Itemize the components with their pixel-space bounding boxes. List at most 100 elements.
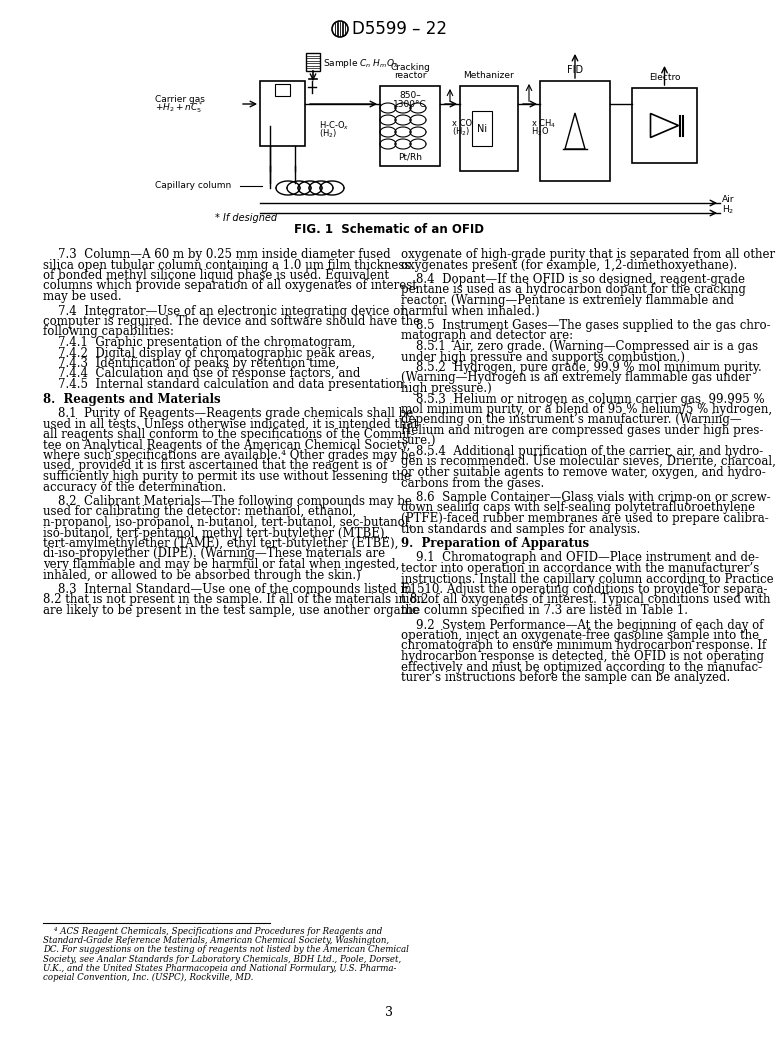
Bar bbox=[540, 81, 610, 181]
Text: 8.5  Instrument Gases—The gases supplied to the gas chro-: 8.5 Instrument Gases—The gases supplied … bbox=[401, 319, 771, 332]
Text: where such specifications are available.⁴ Other grades may be: where such specifications are available.… bbox=[43, 449, 415, 462]
Text: tion standards and samples for analysis.: tion standards and samples for analysis. bbox=[401, 523, 640, 535]
Text: (H$_2$): (H$_2$) bbox=[452, 125, 470, 137]
Text: 7.3  Column—A 60 m by 0.25 mm inside diameter fused: 7.3 Column—A 60 m by 0.25 mm inside diam… bbox=[43, 248, 391, 261]
Text: all reagents shall conform to the specifications of the Commit-: all reagents shall conform to the specif… bbox=[43, 428, 415, 441]
Text: tector into operation in accordance with the manufacturer’s: tector into operation in accordance with… bbox=[401, 562, 759, 575]
Text: tion of all oxygenates of interest. Typical conditions used with: tion of all oxygenates of interest. Typi… bbox=[401, 593, 770, 607]
Text: 7.4.3  Identification of peaks by retention time,: 7.4.3 Identification of peaks by retenti… bbox=[43, 357, 339, 370]
Text: 7.4.4  Calculation and use of response factors, and: 7.4.4 Calculation and use of response fa… bbox=[43, 367, 360, 381]
Text: tert-amylmethylether (TAME), ethyl tert-butylether (ETBE),: tert-amylmethylether (TAME), ethyl tert-… bbox=[43, 537, 398, 550]
Bar bbox=[472, 111, 492, 146]
Bar bbox=[260, 81, 305, 146]
Text: 8.5.2  Hydrogen, pure grade, 99.9 % mol minimum purity.: 8.5.2 Hydrogen, pure grade, 99.9 % mol m… bbox=[401, 361, 762, 374]
Text: 850–: 850– bbox=[399, 91, 421, 100]
Text: 7.4.2  Digital display of chromatographic peak areas,: 7.4.2 Digital display of chromatographic… bbox=[43, 347, 375, 359]
Text: Electro: Electro bbox=[649, 73, 680, 82]
Text: H$_2$: H$_2$ bbox=[722, 204, 734, 217]
Text: 8.5.4  Additional purification of the carrier, air, and hydro-: 8.5.4 Additional purification of the car… bbox=[401, 445, 763, 458]
Text: pentane is used as a hydrocarbon dopant for the cracking: pentane is used as a hydrocarbon dopant … bbox=[401, 283, 746, 297]
Text: 7.4.5  Internal standard calculation and data presentation.: 7.4.5 Internal standard calculation and … bbox=[43, 378, 407, 391]
Text: or other suitable agents to remove water, oxygen, and hydro-: or other suitable agents to remove water… bbox=[401, 466, 766, 479]
Text: instructions. Install the capillary column according to Practice: instructions. Install the capillary colu… bbox=[401, 573, 773, 585]
Text: 8.5.3  Helium or nitrogen as column carrier gas, 99.995 %: 8.5.3 Helium or nitrogen as column carri… bbox=[401, 392, 765, 406]
Text: $+H_2+nC_5^*$: $+H_2+nC_5^*$ bbox=[155, 101, 204, 116]
Text: x CO: x CO bbox=[452, 119, 472, 128]
Text: hydrocarbon response is detected, the OFID is not operating: hydrocarbon response is detected, the OF… bbox=[401, 650, 764, 663]
Bar bbox=[380, 86, 440, 166]
Bar bbox=[306, 53, 320, 71]
Text: Sample $C_n$ $H_m$$O_x$: Sample $C_n$ $H_m$$O_x$ bbox=[323, 57, 399, 70]
Text: gen is recommended. Use molecular sieves, Drierite, charcoal,: gen is recommended. Use molecular sieves… bbox=[401, 456, 776, 468]
Bar bbox=[460, 86, 518, 171]
Text: used in all tests. Unless otherwise indicated, it is intended that: used in all tests. Unless otherwise indi… bbox=[43, 417, 419, 431]
Text: 7.4  Integrator—Use of an electronic integrating device or: 7.4 Integrator—Use of an electronic inte… bbox=[43, 305, 406, 318]
Text: 3: 3 bbox=[385, 1006, 393, 1019]
Text: FID: FID bbox=[567, 65, 583, 75]
Text: H-C-O$_x$: H-C-O$_x$ bbox=[319, 119, 349, 131]
Text: 8.2 that is not present in the sample. If all of the materials in 8.2: 8.2 that is not present in the sample. I… bbox=[43, 593, 429, 607]
Text: 8.  Reagents and Materials: 8. Reagents and Materials bbox=[43, 392, 221, 406]
Text: Society, see Analar Standards for Laboratory Chemicals, BDH Ltd., Poole, Dorset,: Society, see Analar Standards for Labora… bbox=[43, 955, 401, 964]
Text: FIG. 1  Schematic of an OFID: FIG. 1 Schematic of an OFID bbox=[294, 223, 484, 236]
Text: 9.2  System Performance—At the beginning of each day of: 9.2 System Performance—At the beginning … bbox=[401, 618, 763, 632]
Text: H$_2$O: H$_2$O bbox=[531, 125, 549, 137]
Text: operation, inject an oxygenate-free gasoline sample into the: operation, inject an oxygenate-free gaso… bbox=[401, 629, 759, 642]
Text: carbons from the gases.: carbons from the gases. bbox=[401, 477, 545, 489]
Text: Cracking: Cracking bbox=[390, 64, 430, 72]
Text: Ni: Ni bbox=[477, 124, 487, 134]
Text: the column specified in 7.3 are listed in Table 1.: the column specified in 7.3 are listed i… bbox=[401, 604, 688, 617]
Text: 8.1  Purity of Reagents—Reagents grade chemicals shall be: 8.1 Purity of Reagents—Reagents grade ch… bbox=[43, 407, 413, 420]
Text: are likely to be present in the test sample, use another organic: are likely to be present in the test sam… bbox=[43, 604, 419, 617]
Text: oxygenates present (for example, 1,2-dimethoxyethane).: oxygenates present (for example, 1,2-dim… bbox=[401, 258, 738, 272]
Text: U.K., and the United States Pharmacopeia and National Formulary, U.S. Pharma-: U.K., and the United States Pharmacopeia… bbox=[43, 964, 396, 972]
Text: iso-butanol, tert-pentanol, methyl tert-butylether (MTBE),: iso-butanol, tert-pentanol, methyl tert-… bbox=[43, 527, 388, 539]
Text: following capabilities:: following capabilities: bbox=[43, 326, 174, 338]
Text: turer’s instructions before the sample can be analyzed.: turer’s instructions before the sample c… bbox=[401, 671, 731, 684]
Text: tee on Analytical Reagents of the American Chemical Society,: tee on Analytical Reagents of the Americ… bbox=[43, 438, 410, 452]
Text: (PTFE)-faced rubber membranes are used to prepare calibra-: (PTFE)-faced rubber membranes are used t… bbox=[401, 512, 769, 525]
Text: sure.): sure.) bbox=[401, 434, 436, 448]
Text: 8.5.1  Air, zero grade. (Warning—Compressed air is a gas: 8.5.1 Air, zero grade. (Warning—Compress… bbox=[401, 340, 758, 353]
Text: down sealing caps with self-sealing polytetrafluoroethylene: down sealing caps with self-sealing poly… bbox=[401, 502, 755, 514]
Text: (Warning—Hydrogen is an extremely flammable gas under: (Warning—Hydrogen is an extremely flamma… bbox=[401, 372, 751, 384]
Text: reactor. (Warning—Pentane is extremely flammable and: reactor. (Warning—Pentane is extremely f… bbox=[401, 294, 734, 307]
Text: sufficiently high purity to permit its use without lessening the: sufficiently high purity to permit its u… bbox=[43, 469, 411, 483]
Text: chromatograph to ensure minimum hydrocarbon response. If: chromatograph to ensure minimum hydrocar… bbox=[401, 639, 766, 653]
Text: used for calibrating the detector: methanol, ethanol,: used for calibrating the detector: metha… bbox=[43, 506, 356, 518]
Text: matograph and detector are:: matograph and detector are: bbox=[401, 330, 573, 342]
Text: 8.6  Sample Container—Glass vials with crimp-on or screw-: 8.6 Sample Container—Glass vials with cr… bbox=[401, 491, 771, 504]
Text: Capillary column: Capillary column bbox=[155, 181, 231, 191]
Text: accuracy of the determination.: accuracy of the determination. bbox=[43, 481, 226, 493]
Text: 8.3  Internal Standard—Use one of the compounds listed in: 8.3 Internal Standard—Use one of the com… bbox=[43, 583, 412, 596]
Text: di-iso-propylether (DIPE). (Warning—These materials are: di-iso-propylether (DIPE). (Warning—Thes… bbox=[43, 548, 385, 560]
Text: Pt/Rh: Pt/Rh bbox=[398, 152, 422, 161]
Text: computer is required. The device and software should have the: computer is required. The device and sof… bbox=[43, 315, 420, 328]
Text: Methanizer: Methanizer bbox=[464, 71, 514, 80]
Text: Carrier gas: Carrier gas bbox=[155, 95, 205, 103]
Text: (H$_2$): (H$_2$) bbox=[319, 127, 337, 139]
Text: 9.  Preparation of Apparatus: 9. Preparation of Apparatus bbox=[401, 537, 589, 550]
Text: of bonded methyl silicone liquid phase is used. Equivalent: of bonded methyl silicone liquid phase i… bbox=[43, 269, 389, 282]
Text: D5599 – 22: D5599 – 22 bbox=[352, 20, 447, 39]
Bar bbox=[632, 88, 697, 163]
Text: under high pressure and supports combustion.): under high pressure and supports combust… bbox=[401, 351, 685, 363]
Text: mol minimum purity, or a blend of 95 % helium/5 % hydrogen,: mol minimum purity, or a blend of 95 % h… bbox=[401, 403, 772, 416]
Text: silica open tubular column containing a 1.0 μm film thickness: silica open tubular column containing a … bbox=[43, 258, 410, 272]
Text: reactor: reactor bbox=[394, 71, 426, 80]
Text: inhaled, or allowed to be absorbed through the skin.): inhaled, or allowed to be absorbed throu… bbox=[43, 568, 361, 582]
Text: may be used.: may be used. bbox=[43, 290, 121, 303]
Text: Helium and nitrogen are compressed gases under high pres-: Helium and nitrogen are compressed gases… bbox=[401, 424, 763, 437]
Text: E1510. Adjust the operating conditions to provide for separa-: E1510. Adjust the operating conditions t… bbox=[401, 583, 768, 596]
Text: Air: Air bbox=[722, 196, 734, 204]
Text: columns which provide separation of all oxygenates of interest: columns which provide separation of all … bbox=[43, 279, 417, 293]
Text: oxygenate of high-grade purity that is separated from all other: oxygenate of high-grade purity that is s… bbox=[401, 248, 775, 261]
Text: depending on the instrument’s manufacturer. (Warning—: depending on the instrument’s manufactur… bbox=[401, 413, 741, 427]
Text: copeial Convention, Inc. (USPC), Rockville, MD.: copeial Convention, Inc. (USPC), Rockvil… bbox=[43, 973, 254, 982]
Text: very flammable and may be harmful or fatal when ingested,: very flammable and may be harmful or fat… bbox=[43, 558, 399, 572]
Text: * If designed: * If designed bbox=[215, 213, 277, 223]
Text: n-propanol, iso-propanol, n-butanol, tert-butanol, sec-butanol,: n-propanol, iso-propanol, n-butanol, ter… bbox=[43, 516, 412, 529]
Text: 8.4  Dopant—If the OFID is so designed, reagent-grade: 8.4 Dopant—If the OFID is so designed, r… bbox=[401, 273, 745, 286]
Text: Standard-Grade Reference Materials, American Chemical Society, Washington,: Standard-Grade Reference Materials, Amer… bbox=[43, 936, 389, 945]
Text: DC. For suggestions on the testing of reagents not listed by the American Chemic: DC. For suggestions on the testing of re… bbox=[43, 945, 409, 955]
